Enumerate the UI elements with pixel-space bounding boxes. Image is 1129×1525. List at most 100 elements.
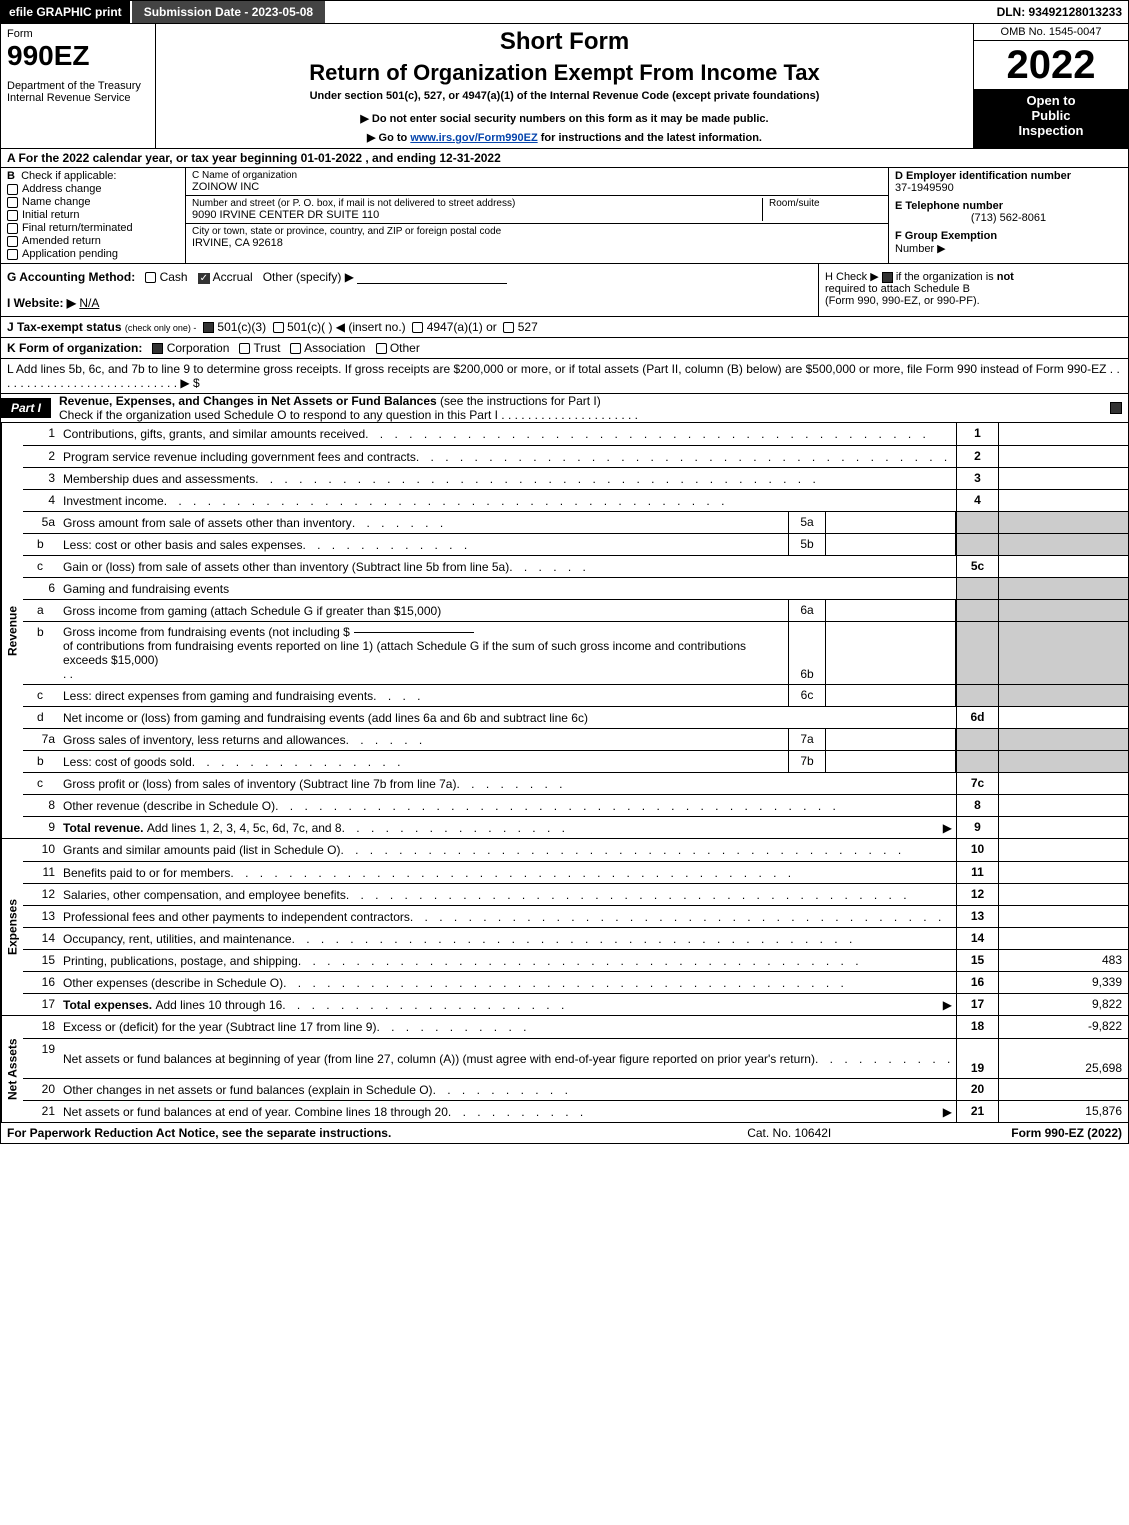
b-item-0: Address change	[22, 183, 102, 195]
b-item-1: Name change	[22, 196, 91, 208]
dots: . . . . . . . . . .	[448, 1105, 943, 1119]
efile-label[interactable]: efile GRAPHIC print	[1, 1, 130, 23]
revenue-side-label: Revenue	[1, 423, 23, 838]
f-label2: Number ▶	[895, 243, 946, 255]
checkbox-527[interactable]	[503, 322, 514, 333]
dots: . . . . . . . . . . . . . . . . . . . . …	[346, 888, 952, 902]
netassets-side-label: Net Assets	[1, 1016, 23, 1122]
checkbox-address-change[interactable]	[7, 184, 18, 195]
dots: . . . . . . . . . . . . . . . . . . . . …	[365, 427, 952, 441]
line-7b: b Less: cost of goods sold . . . . . . .…	[23, 750, 1128, 772]
line-9-desc2: Add lines 1, 2, 3, 4, 5c, 6d, 7c, and 8	[147, 821, 342, 835]
line-8: 8 Other revenue (describe in Schedule O)…	[23, 794, 1128, 816]
h-line2: required to attach Schedule B	[825, 283, 970, 295]
line-14-num: 14	[23, 928, 59, 949]
dots: . . . . . . . . . . . . . . . . . . . . …	[298, 954, 952, 968]
checkbox-h-checked[interactable]	[882, 272, 893, 283]
checkbox-501c3-checked[interactable]	[203, 322, 214, 333]
line-20-val	[998, 1079, 1128, 1100]
part1-checkbox-checked[interactable]	[1110, 402, 1122, 414]
goto-line: ▶ Go to www.irs.gov/Form990EZ for instru…	[164, 131, 965, 144]
line-20-desc: Other changes in net assets or fund bala…	[63, 1083, 433, 1097]
line-6b-mini: 6b	[788, 622, 826, 684]
line-6c: c Less: direct expenses from gaming and …	[23, 684, 1128, 706]
line-16-desc: Other expenses (describe in Schedule O)	[63, 976, 283, 990]
checkbox-accrual-checked[interactable]: ✓	[198, 273, 210, 284]
line-6a-colshade	[956, 600, 998, 621]
c-street-label: Number and street (or P. O. box, if mail…	[192, 198, 756, 209]
line-18-desc: Excess or (deficit) for the year (Subtra…	[63, 1020, 376, 1034]
line-5b: b Less: cost or other basis and sales ex…	[23, 533, 1128, 555]
line-6a-minival	[826, 600, 956, 621]
b-subtitle: Check if applicable:	[21, 170, 116, 182]
line-11-desc: Benefits paid to or for members	[63, 866, 230, 880]
checkbox-corporation-checked[interactable]	[152, 343, 163, 354]
b-item-2: Initial return	[22, 209, 79, 221]
line-7c: c Gross profit or (loss) from sales of i…	[23, 772, 1128, 794]
line-5b-num: b	[23, 534, 59, 555]
line-20: 20 Other changes in net assets or fund b…	[23, 1078, 1128, 1100]
line-7a-desc: Gross sales of inventory, less returns a…	[63, 733, 346, 747]
line-7a-valshade	[998, 729, 1128, 750]
line-10: 10 Grants and similar amounts paid (list…	[23, 839, 1128, 861]
line-16-val: 9,339	[998, 972, 1128, 993]
line-20-num: 20	[23, 1079, 59, 1100]
irs-link[interactable]: www.irs.gov/Form990EZ	[410, 132, 537, 144]
line-1-num: 1	[23, 423, 59, 445]
line-5c-col: 5c	[956, 556, 998, 577]
checkbox-amended-return[interactable]	[7, 236, 18, 247]
tax-year: 2022	[974, 41, 1128, 89]
line-7a-minival	[826, 729, 956, 750]
website-value: N/A	[79, 296, 99, 310]
submission-date: Submission Date - 2023-05-08	[130, 1, 325, 23]
line-14-desc: Occupancy, rent, utilities, and maintena…	[63, 932, 292, 946]
line-14: 14 Occupancy, rent, utilities, and maint…	[23, 927, 1128, 949]
checkbox-4947[interactable]	[412, 322, 423, 333]
section-bf: B Check if applicable: Address change Na…	[0, 168, 1129, 264]
line-17-desc: Total expenses.	[63, 998, 152, 1012]
checkbox-final-return[interactable]	[7, 223, 18, 234]
section-a: A For the 2022 calendar year, or tax yea…	[0, 149, 1129, 168]
checkbox-cash[interactable]	[145, 272, 156, 283]
c-name-label: C Name of organization	[192, 170, 882, 181]
dots: . . . . . . . . . . . . . . . . . . . . …	[416, 450, 952, 464]
line-3-col: 3	[956, 468, 998, 489]
line-15-num: 15	[23, 950, 59, 971]
checkbox-name-change[interactable]	[7, 197, 18, 208]
dots: . . . . . . . . . . . . . . . . . . . . …	[292, 932, 952, 946]
line-19: 19 Net assets or fund balances at beginn…	[23, 1038, 1128, 1078]
dots: . . . . . . . . . . . .	[302, 538, 784, 552]
line-7a-colshade	[956, 729, 998, 750]
line-6d-col: 6d	[956, 707, 998, 728]
line-15: 15 Printing, publications, postage, and …	[23, 949, 1128, 971]
line-17: 17 Total expenses. Add lines 10 through …	[23, 993, 1128, 1015]
line-9-num: 9	[23, 817, 59, 838]
arrow-icon: ▶	[943, 1105, 952, 1119]
line-6c-desc: Less: direct expenses from gaming and fu…	[63, 689, 373, 703]
line-6b-blank[interactable]	[354, 632, 474, 633]
line-21-col: 21	[956, 1101, 998, 1122]
line-6: 6 Gaming and fundraising events	[23, 577, 1128, 599]
line-8-val	[998, 795, 1128, 816]
checkbox-initial-return[interactable]	[7, 210, 18, 221]
line-6b-desc1: Gross income from fundraising events (no…	[63, 625, 350, 639]
line-10-num: 10	[23, 839, 59, 861]
line-16-col: 16	[956, 972, 998, 993]
line-15-col: 15	[956, 950, 998, 971]
checkbox-501c[interactable]	[273, 322, 284, 333]
dots: . .	[63, 667, 73, 681]
line-8-num: 8	[23, 795, 59, 816]
other-specify-field[interactable]	[357, 270, 507, 284]
irs-label: Internal Revenue Service	[7, 92, 149, 104]
footer-left: For Paperwork Reduction Act Notice, see …	[7, 1126, 747, 1140]
org-city: IRVINE, CA 92618	[192, 237, 882, 249]
line-6b: b Gross income from fundraising events (…	[23, 621, 1128, 684]
header-right: OMB No. 1545-0047 2022 Open to Public In…	[973, 24, 1128, 148]
checkbox-association[interactable]	[290, 343, 301, 354]
line-18-val: -9,822	[998, 1016, 1128, 1038]
checkbox-trust[interactable]	[239, 343, 250, 354]
line-1-val	[998, 423, 1128, 445]
checkbox-application-pending[interactable]	[7, 249, 18, 260]
line-3-num: 3	[23, 468, 59, 489]
checkbox-other-org[interactable]	[376, 343, 387, 354]
